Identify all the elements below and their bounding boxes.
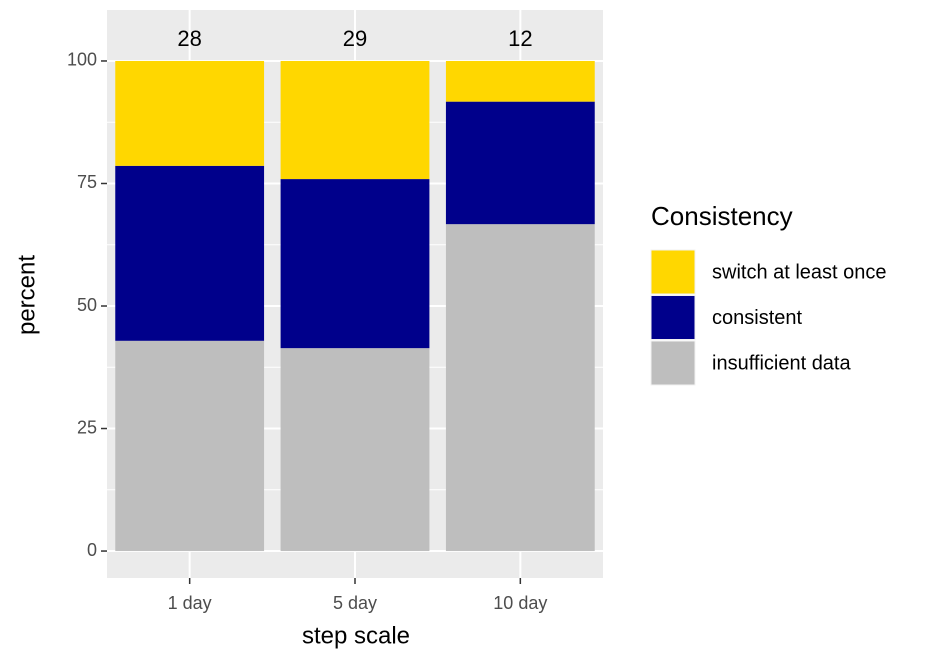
- x-tick-label: 5 day: [333, 593, 377, 613]
- y-tick-label: 100: [67, 50, 97, 70]
- count-label: 12: [508, 26, 532, 51]
- bar-segment: [115, 340, 265, 552]
- y-tick-label: 0: [87, 540, 97, 560]
- x-tick-label: 1 day: [168, 593, 212, 613]
- y-tick-label: 75: [77, 172, 97, 192]
- y-tick-label: 50: [77, 295, 97, 315]
- count-label: 28: [177, 26, 201, 51]
- legend-label: consistent: [712, 307, 802, 329]
- bar-segment: [445, 60, 595, 102]
- legend-key: [650, 249, 696, 295]
- x-tick-label: 10 day: [493, 593, 547, 613]
- bar-segment: [115, 60, 265, 166]
- bar-segment: [280, 348, 430, 552]
- y-tick-label: 25: [77, 417, 97, 437]
- bar-segment: [280, 60, 430, 180]
- legend-key: [650, 295, 696, 340]
- bar-segment: [280, 179, 430, 349]
- legend-label: insufficient data: [712, 352, 851, 374]
- legend-title: Consistency: [651, 201, 793, 231]
- bar-segment: [115, 165, 265, 341]
- y-axis-title: percent: [13, 255, 40, 335]
- bar-segment: [445, 101, 595, 225]
- legend-key: [650, 340, 696, 386]
- x-axis-title: step scale: [302, 622, 410, 649]
- bar-segment: [445, 224, 595, 552]
- legend-label: switch at least once: [712, 261, 887, 283]
- count-label: 29: [343, 26, 367, 51]
